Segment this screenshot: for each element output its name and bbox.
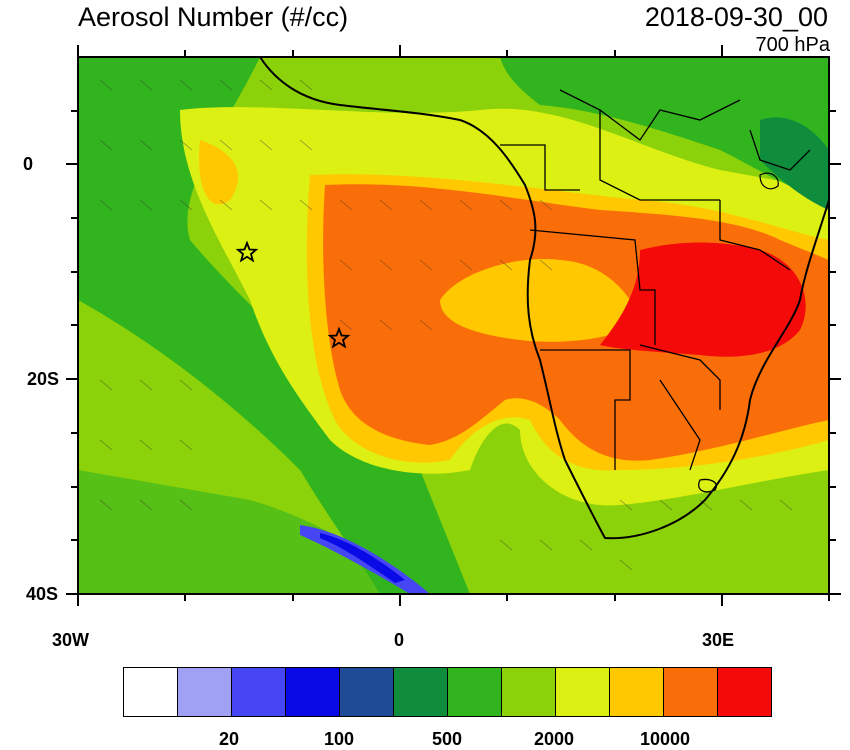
field-deepgreen-ne [760, 117, 829, 210]
lon-label-30e: 30E [702, 630, 735, 650]
lat-label-40s: 40S [25, 584, 58, 604]
legend-swatch-5 [394, 668, 448, 716]
field-darkgreen-ne [500, 57, 829, 200]
legend-label-20: 20 [219, 729, 240, 749]
legend-swatch-7 [502, 668, 556, 716]
legend-swatch-2 [232, 668, 286, 716]
field-red [600, 242, 806, 357]
field-green-south [78, 470, 420, 594]
wind-barbs [99, 79, 793, 571]
legend-swatch-1 [178, 668, 232, 716]
legend-label-10000: 10000 [640, 729, 691, 749]
legend-swatch-8 [556, 668, 610, 716]
legend-label-500: 500 [432, 729, 463, 749]
lat-label-0: 0 [22, 154, 33, 174]
africa-coastline [259, 57, 829, 540]
legend-swatch-0 [124, 668, 178, 716]
lat-label-20s: 20S [26, 369, 59, 389]
field-blue-core [320, 533, 405, 583]
valid-time: 2018-09-30_00 [644, 2, 828, 32]
pressure-level: 700 hPa [755, 34, 830, 56]
field-yellow-tongue [440, 259, 640, 342]
axis-ticks [66, 45, 841, 606]
legend-label-2000: 2000 [534, 729, 575, 749]
star-marker-1 [235, 240, 259, 263]
lon-label-0: 0 [394, 630, 405, 650]
legend-label-100: 100 [324, 729, 355, 749]
lake-victoria [759, 172, 779, 190]
map-title: Aerosol Number (#/cc) [78, 2, 349, 32]
color-legend [123, 667, 772, 717]
star-marker-2 [327, 326, 351, 349]
legend-swatch-3 [286, 668, 340, 716]
legend-swatch-11 [718, 668, 771, 716]
legend-swatch-6 [448, 668, 502, 716]
field-orange-light [199, 140, 239, 205]
legend-swatch-4 [340, 668, 394, 716]
lon-label-30w: 30W [52, 630, 90, 650]
country-borders [500, 89, 811, 493]
legend-swatch-10 [664, 668, 718, 716]
legend-swatch-9 [610, 668, 664, 716]
